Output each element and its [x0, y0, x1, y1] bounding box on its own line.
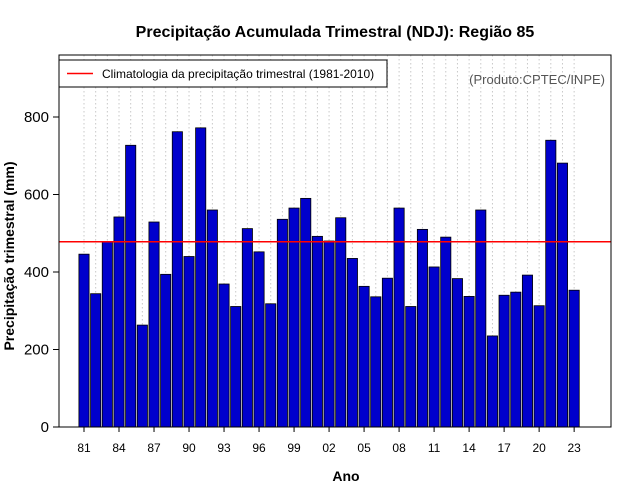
bar-22 — [556, 162, 568, 428]
bar-13 — [451, 278, 463, 428]
bar-01 — [311, 235, 323, 428]
legend: Climatologia da precipitação trimestral … — [58, 59, 388, 88]
x-tick-label: 23 — [567, 441, 581, 455]
source-note: (Produto:CPTEC/INPE) — [469, 72, 605, 87]
x-tick-label: 93 — [217, 441, 231, 455]
bar-02 — [323, 240, 335, 428]
bar-84 — [113, 216, 125, 428]
bar-87 — [148, 221, 160, 428]
bar-11 — [428, 266, 440, 428]
bar-08 — [393, 207, 405, 428]
x-tick-label: 02 — [322, 441, 336, 455]
chart-title: Precipitação Acumulada Trimestral (NDJ):… — [136, 24, 535, 41]
x-tick-label: 90 — [182, 441, 196, 455]
bar-83 — [101, 241, 113, 428]
bar-17 — [498, 294, 510, 428]
bar-04 — [346, 258, 358, 428]
bar-97 — [265, 303, 277, 428]
y-tick-label: 600 — [24, 187, 49, 204]
bar-21 — [545, 139, 557, 428]
bar-15 — [475, 209, 487, 428]
y-axis: 0 200 400 600 800 — [24, 109, 59, 436]
bar-18 — [510, 291, 522, 428]
bar-19 — [521, 274, 533, 428]
x-axis: 81 84 87 90 93 96 99 02 05 08 11 14 17 20 23 — [77, 427, 581, 455]
bar-98 — [276, 218, 288, 428]
bar-16 — [486, 335, 498, 428]
y-tick-label: 0 — [41, 419, 49, 436]
x-tick-label: 17 — [497, 441, 511, 455]
bar-00 — [300, 197, 312, 428]
x-tick-label: 99 — [287, 441, 301, 455]
x-tick-label: 08 — [392, 441, 406, 455]
bar-14 — [463, 296, 475, 428]
bar-05 — [358, 285, 370, 428]
x-tick-label: 14 — [462, 441, 476, 455]
x-tick-label: 87 — [147, 441, 161, 455]
y-tick-label: 400 — [24, 264, 49, 281]
bar-85 — [125, 144, 137, 428]
bar-06 — [370, 296, 382, 428]
bar-81 — [78, 253, 90, 428]
legend-box — [58, 59, 388, 88]
x-tick-label: 96 — [252, 441, 266, 455]
bar-07 — [381, 277, 393, 428]
bar-82 — [90, 293, 102, 428]
bar-12 — [440, 236, 452, 428]
bar-20 — [533, 305, 545, 428]
bar-10 — [416, 228, 428, 428]
y-tick-label: 800 — [24, 109, 49, 126]
bar-03 — [335, 217, 347, 428]
plot-frame — [58, 54, 612, 428]
bar-86 — [136, 324, 148, 428]
bar-23 — [568, 289, 580, 428]
x-tick-label: 81 — [77, 441, 91, 455]
legend-label: Climatologia da precipitação trimestral … — [102, 67, 374, 81]
x-axis-label: Ano — [332, 468, 359, 484]
bar-90 — [183, 256, 195, 428]
x-tick-label: 84 — [112, 441, 126, 455]
bar-91 — [195, 127, 207, 428]
y-tick-label: 200 — [24, 342, 49, 359]
x-tick-label: 05 — [357, 441, 371, 455]
y-axis-label: Precipitação trimestral (mm) — [1, 161, 17, 350]
bar-96 — [253, 251, 265, 428]
bar-94 — [230, 306, 242, 428]
bars — [78, 127, 580, 428]
bar-99 — [288, 207, 300, 428]
x-tick-label: 20 — [532, 441, 546, 455]
bar-93 — [218, 283, 230, 428]
bar-95 — [241, 228, 253, 428]
x-tick-label: 11 — [428, 441, 441, 455]
bar-88 — [160, 273, 172, 428]
bar-09 — [405, 306, 417, 428]
bar-92 — [206, 209, 218, 428]
bar-89 — [171, 131, 183, 428]
